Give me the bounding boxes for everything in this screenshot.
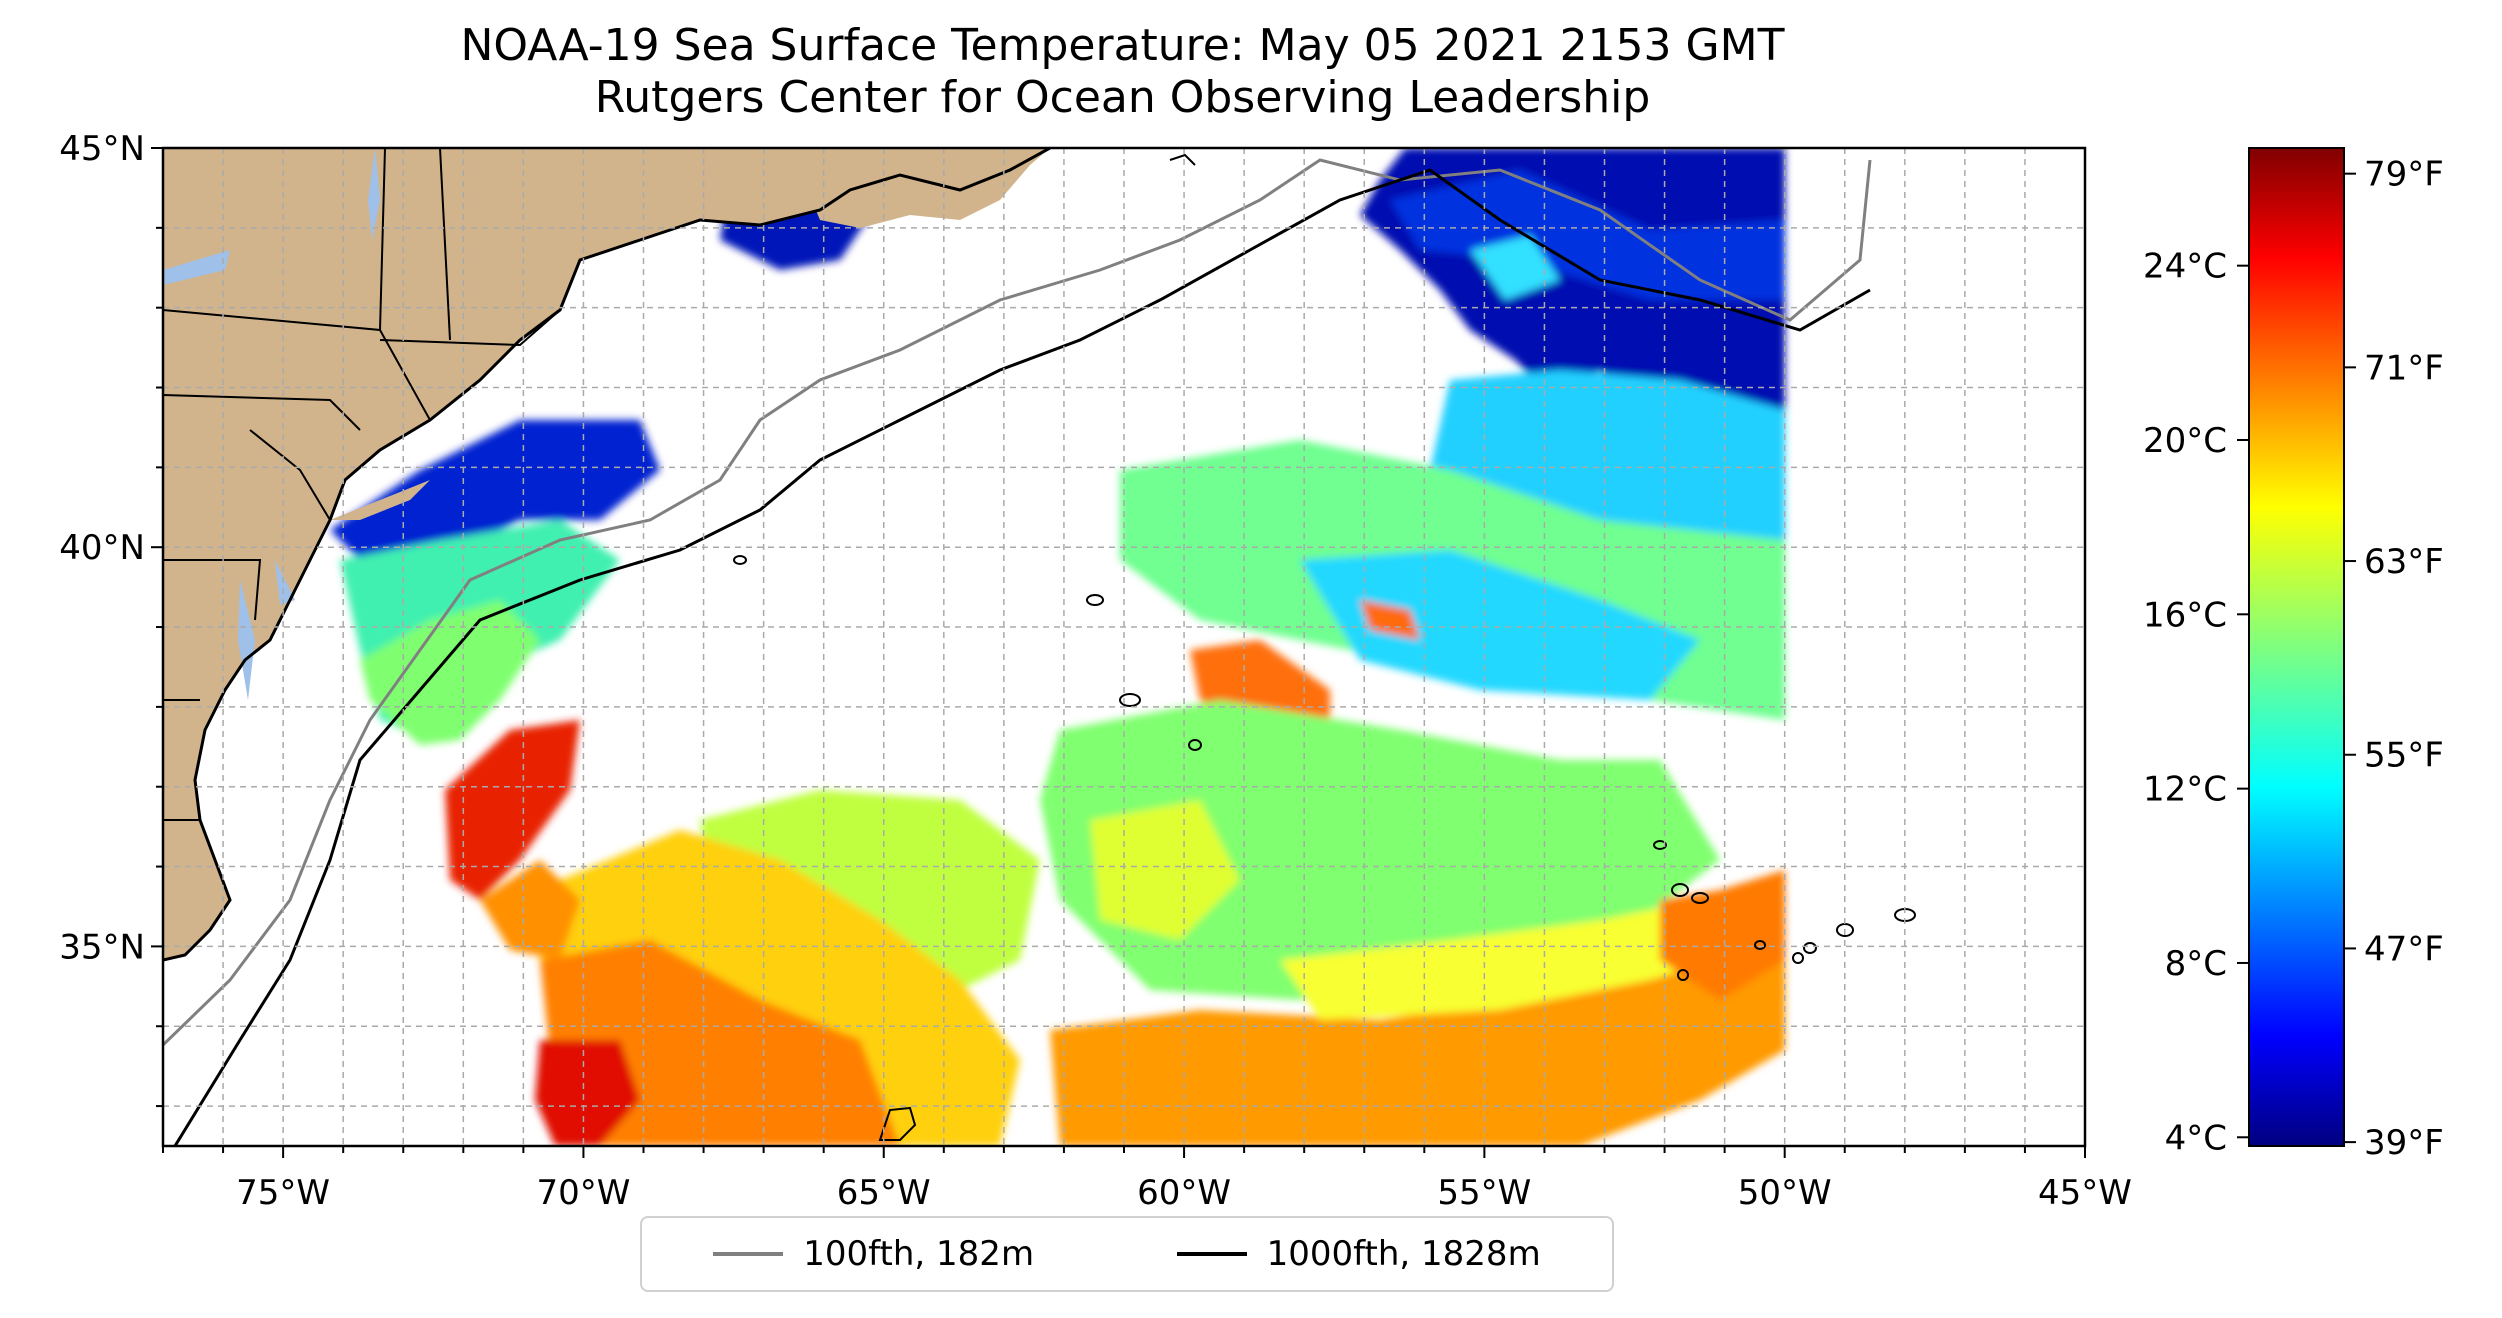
isobath-100fth — [163, 158, 1872, 1047]
legend-entry-1000fth: 1000fth, 1828m — [1176, 1234, 1541, 1274]
sst-field — [330, 148, 1785, 1146]
colorbar: 24°C 20°C 16°C 12°C 8°C 4°C 79°F 71°F 63°F 55°F 47… — [2143, 147, 2444, 1163]
lake-champlain — [368, 148, 380, 240]
colorbar-fahrenheit-label: 71°F — [2364, 348, 2444, 388]
sst-slope-red — [445, 720, 580, 900]
colorbar-fahrenheit-label: 47°F — [2364, 929, 2444, 969]
legend-label-1000fth: 1000fth, 1828m — [1266, 1234, 1541, 1274]
sst-east-orange — [1660, 870, 1785, 1000]
axis-ticks: 75°W 70°W 65°W 60°W 55°W 50°W 45°W 45°N 40°N 35°N — [59, 129, 2132, 1213]
map-area — [163, 148, 2085, 1146]
gridlines — [163, 148, 2085, 1146]
x-tick-label: 75°W — [236, 1173, 330, 1213]
legend: 100fth, 182m 1000fth, 1828m — [640, 1216, 1614, 1292]
colorbar-celsius-label: 8°C — [2165, 944, 2227, 984]
isobath-1000fth — [173, 168, 1871, 1146]
chesapeake-bay — [238, 580, 255, 700]
colorbar-celsius-label: 4°C — [2165, 1118, 2227, 1158]
x-tick-label: 70°W — [536, 1173, 630, 1213]
sst-cyan-streak — [1470, 235, 1560, 300]
x-tick-label: 45°W — [2038, 1173, 2132, 1213]
sst-sw-red — [535, 1040, 640, 1146]
legend-entry-100fth: 100fth, 182m — [713, 1234, 1034, 1274]
map-title: NOAA-19 Sea Surface Temperature: May 05 … — [460, 20, 1785, 71]
sst-gulfstream-streak-2 — [1360, 600, 1420, 640]
x-tick-label: 60°W — [1137, 1173, 1231, 1213]
colorbar-fahrenheit-label: 63°F — [2364, 542, 2444, 582]
colorbar-celsius-label: 12°C — [2143, 770, 2227, 810]
sst-cold-band — [1390, 170, 1785, 300]
x-tick-label: 65°W — [837, 1173, 931, 1213]
legend-swatch-100fth — [713, 1252, 784, 1256]
inland-waters — [163, 148, 380, 700]
state-borders — [163, 148, 561, 821]
legend-swatch-1000fth — [1176, 1252, 1247, 1256]
colorbar-fahrenheit-label: 55°F — [2364, 736, 2444, 776]
x-tick-label: 55°W — [1437, 1173, 1531, 1213]
colorbar-fahrenheit-label: 79°F — [2364, 155, 2444, 195]
sst-central-yellow — [1090, 800, 1240, 940]
colorbar-celsius-label: 20°C — [2143, 421, 2227, 461]
y-tick-label: 35°N — [59, 927, 145, 967]
colorbar-celsius-label: 24°C — [2143, 247, 2227, 287]
colorbar-fahrenheit-label: 39°F — [2364, 1123, 2444, 1163]
colorbar-gradient — [2248, 147, 2345, 1147]
land-long-island — [330, 480, 430, 520]
sst-south-yellow — [1280, 880, 1785, 1020]
lake-ontario-edge — [163, 250, 230, 285]
delaware-bay — [275, 560, 295, 605]
colorbar-ticks: 24°C 20°C 16°C 12°C 8°C 4°C 79°F 71°F 63°F 55°F 47… — [2143, 155, 2444, 1163]
seamounts — [733, 153, 1916, 1141]
y-tick-label: 40°N — [59, 528, 145, 568]
land-nova-scotia — [790, 148, 1050, 228]
map-subtitle: Rutgers Center for Ocean Observing Leade… — [594, 72, 1651, 123]
sst-slope-orange — [480, 860, 580, 960]
sst-shelf-cold — [330, 420, 660, 560]
land-north-america — [163, 148, 1050, 960]
legend-label-100fth: 100fth, 182m — [803, 1234, 1035, 1274]
colorbar-celsius-label: 16°C — [2143, 595, 2227, 635]
sst-central-green — [1040, 700, 1720, 1000]
land-masses — [163, 148, 1050, 960]
y-tick-label: 45°N — [59, 129, 145, 169]
sst-mid-cyan — [1300, 550, 1700, 700]
coastline — [163, 148, 1051, 962]
title-block: NOAA-19 Sea Surface Temperature: May 05 … — [160, 20, 2085, 124]
x-tick-label: 50°W — [1738, 1173, 1832, 1213]
